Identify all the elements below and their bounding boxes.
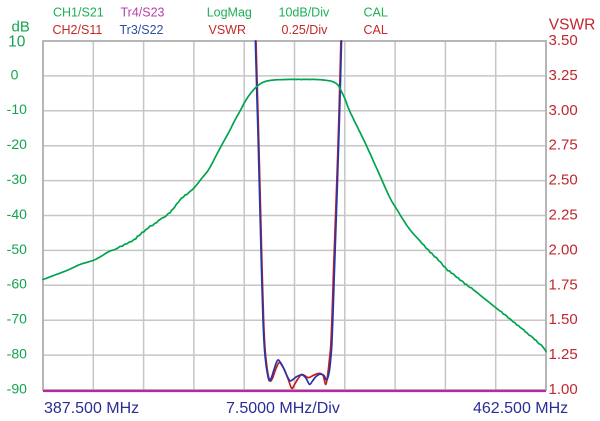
svg-text:CAL: CAL	[364, 23, 388, 37]
svg-text:-80: -80	[7, 346, 27, 362]
svg-text:0.25/Div: 0.25/Div	[282, 23, 329, 37]
svg-text:dB: dB	[12, 18, 30, 35]
svg-text:1.50: 1.50	[549, 311, 578, 328]
svg-text:2.25: 2.25	[549, 207, 578, 224]
svg-text:387.500 MHz: 387.500 MHz	[44, 400, 139, 417]
svg-text:CH2/S11: CH2/S11	[53, 23, 103, 37]
svg-text:3.00: 3.00	[549, 102, 578, 119]
svg-text:-40: -40	[7, 206, 27, 222]
svg-text:-70: -70	[7, 311, 27, 327]
svg-text:-20: -20	[7, 136, 27, 152]
svg-text:-50: -50	[7, 241, 27, 257]
svg-text:1.25: 1.25	[549, 346, 578, 363]
svg-text:7.5000 MHz/Div: 7.5000 MHz/Div	[226, 400, 340, 417]
svg-text:0: 0	[11, 66, 19, 82]
svg-text:LogMag: LogMag	[207, 5, 252, 19]
svg-text:2.50: 2.50	[549, 172, 578, 189]
svg-text:10: 10	[8, 33, 26, 50]
svg-text:3.50: 3.50	[549, 32, 578, 49]
svg-text:462.500 MHz: 462.500 MHz	[473, 400, 568, 417]
svg-text:VSWR: VSWR	[549, 17, 596, 34]
svg-text:-30: -30	[7, 171, 27, 187]
svg-text:1.00: 1.00	[549, 381, 578, 398]
svg-text:Tr3/S22: Tr3/S22	[120, 23, 164, 37]
svg-text:CH1/S21: CH1/S21	[53, 5, 104, 19]
svg-text:2.00: 2.00	[549, 241, 578, 258]
svg-text:1.75: 1.75	[549, 276, 578, 293]
svg-text:CAL: CAL	[364, 5, 388, 19]
svg-text:3.25: 3.25	[549, 67, 578, 84]
svg-text:2.75: 2.75	[549, 137, 578, 154]
svg-text:VSWR: VSWR	[209, 23, 247, 37]
svg-text:Tr4/S23: Tr4/S23	[121, 5, 165, 19]
svg-text:10dB/Div: 10dB/Div	[279, 5, 330, 19]
svg-text:-60: -60	[7, 276, 27, 292]
svg-text:-10: -10	[7, 101, 27, 117]
svg-text:-90: -90	[7, 380, 27, 396]
